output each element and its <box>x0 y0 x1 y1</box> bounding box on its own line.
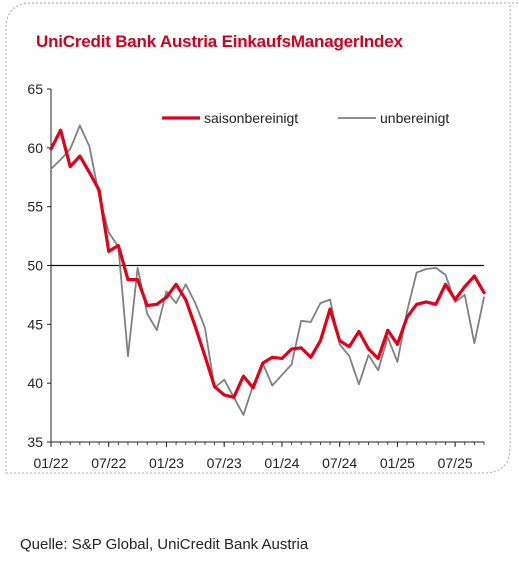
chart-legend: saisonbereinigt unbereinigt <box>162 110 449 126</box>
chart-title: UniCredit Bank Austria EinkaufsManagerIn… <box>36 32 403 51</box>
y-tick-label: 60 <box>27 140 43 156</box>
chart-series <box>49 124 486 416</box>
series-line-unbereinigt <box>50 124 485 416</box>
series-line-saisonbereinigt <box>49 128 486 399</box>
y-tick-label: 45 <box>27 316 43 332</box>
x-tick-label: 01/25 <box>380 455 415 471</box>
source-note: Quelle: S&P Global, UniCredit Bank Austr… <box>20 536 309 553</box>
x-tick-label: 07/25 <box>438 455 473 471</box>
legend-label-unbereinigt: unbereinigt <box>380 110 449 126</box>
x-tick-label: 01/24 <box>264 455 299 471</box>
y-tick-label: 35 <box>27 434 43 450</box>
x-tick-label: 01/22 <box>33 455 68 471</box>
y-tick-label: 50 <box>27 258 43 274</box>
x-tick-label: 07/22 <box>91 455 126 471</box>
x-tick-label: 01/23 <box>149 455 184 471</box>
legend-label-saisonbereinigt: saisonbereinigt <box>204 110 298 126</box>
x-tick-label: 07/24 <box>322 455 357 471</box>
y-tick-label: 65 <box>27 81 43 97</box>
y-tick-label: 55 <box>27 199 43 215</box>
y-tick-label: 40 <box>27 375 43 391</box>
x-tick-label: 07/23 <box>207 455 242 471</box>
